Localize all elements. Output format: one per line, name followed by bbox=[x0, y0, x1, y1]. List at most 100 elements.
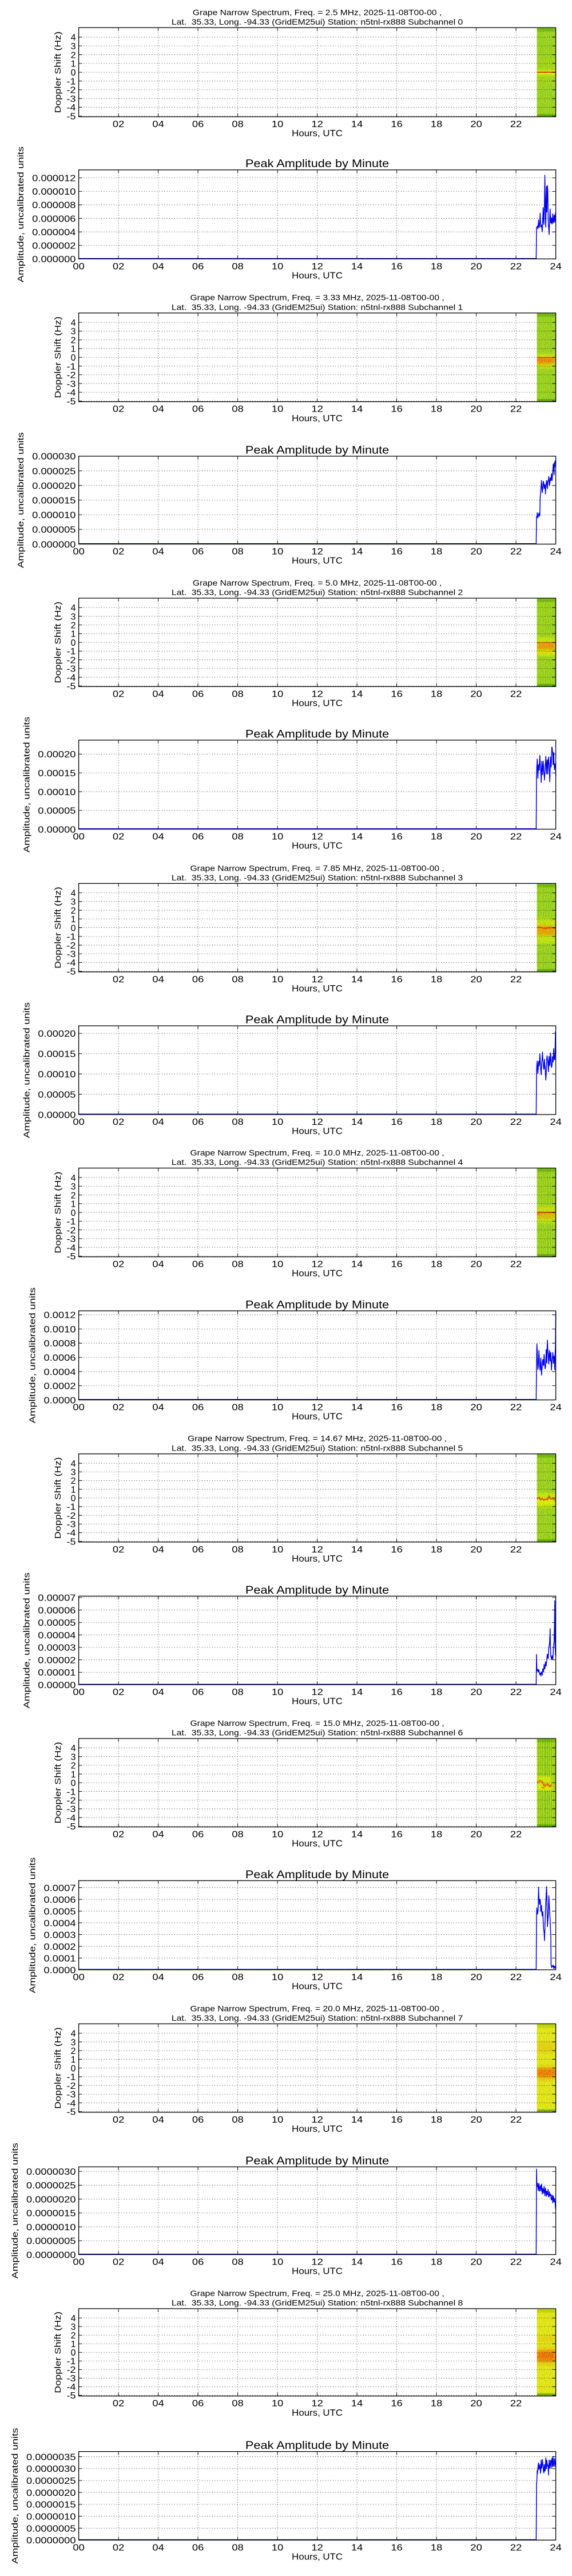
svg-text:0.00020: 0.00020 bbox=[38, 750, 76, 760]
svg-text:22: 22 bbox=[510, 1260, 522, 1270]
svg-text:0: 0 bbox=[71, 923, 76, 933]
svg-text:18: 18 bbox=[431, 1973, 443, 1982]
svg-text:0.00003: 0.00003 bbox=[38, 1643, 76, 1653]
svg-text:Amplitude, uncalibrated units: Amplitude, uncalibrated units bbox=[22, 1002, 31, 1138]
svg-text:16: 16 bbox=[391, 975, 403, 985]
svg-text:Lat. 35.33, Long. -94.33 (Gri: Lat. 35.33, Long. -94.33 (GridEM25ui) St… bbox=[172, 588, 463, 597]
svg-text:14: 14 bbox=[351, 405, 363, 414]
svg-text:06: 06 bbox=[192, 1973, 204, 1982]
svg-text:0.000010: 0.000010 bbox=[32, 511, 76, 520]
svg-text:08: 08 bbox=[232, 2543, 244, 2553]
svg-text:08: 08 bbox=[232, 262, 244, 271]
svg-text:10: 10 bbox=[272, 2115, 284, 2125]
svg-text:Amplitude, uncalibrated units: Amplitude, uncalibrated units bbox=[22, 1573, 31, 1708]
svg-text:08: 08 bbox=[232, 1688, 244, 1697]
svg-text:0: 0 bbox=[71, 1779, 76, 1788]
svg-text:0.000030: 0.000030 bbox=[32, 452, 76, 462]
svg-text:08: 08 bbox=[232, 1403, 244, 1413]
svg-text:12: 12 bbox=[311, 547, 323, 557]
svg-text:04: 04 bbox=[152, 1830, 164, 1840]
svg-text:Hours, UTC: Hours, UTC bbox=[292, 2408, 343, 2418]
svg-text:Hours, UTC: Hours, UTC bbox=[292, 271, 343, 280]
svg-text:18: 18 bbox=[431, 832, 443, 842]
svg-text:-1: -1 bbox=[67, 2357, 76, 2366]
svg-text:14: 14 bbox=[351, 832, 363, 842]
svg-text:06: 06 bbox=[192, 120, 204, 129]
svg-text:16: 16 bbox=[391, 405, 403, 414]
svg-text:18: 18 bbox=[431, 689, 443, 699]
svg-text:0.00015: 0.00015 bbox=[38, 1050, 76, 1060]
svg-text:0: 0 bbox=[71, 2064, 76, 2074]
svg-text:22: 22 bbox=[510, 547, 522, 557]
svg-text:1: 1 bbox=[71, 1485, 76, 1495]
svg-text:08: 08 bbox=[232, 547, 244, 557]
svg-text:12: 12 bbox=[311, 1545, 323, 1555]
svg-text:-3: -3 bbox=[67, 380, 76, 389]
svg-text:14: 14 bbox=[351, 2115, 363, 2125]
svg-text:06: 06 bbox=[192, 2258, 204, 2267]
svg-text:04: 04 bbox=[152, 2258, 164, 2267]
svg-text:4: 4 bbox=[71, 603, 76, 613]
svg-text:Grape Narrow Spectrum, Freq. =: Grape Narrow Spectrum, Freq. = 7.85 MHz,… bbox=[190, 863, 444, 872]
svg-text:0.0007: 0.0007 bbox=[44, 1883, 76, 1893]
svg-text:-3: -3 bbox=[67, 2090, 76, 2100]
svg-text:12: 12 bbox=[311, 1403, 323, 1413]
svg-text:18: 18 bbox=[431, 120, 443, 129]
svg-text:-5: -5 bbox=[67, 1537, 76, 1547]
svg-text:16: 16 bbox=[391, 689, 403, 699]
svg-text:06: 06 bbox=[192, 1403, 204, 1413]
svg-text:1: 1 bbox=[71, 915, 76, 924]
svg-text:Lat. 35.33, Long. -94.33 (Gri: Lat. 35.33, Long. -94.33 (GridEM25ui) St… bbox=[172, 17, 463, 26]
svg-text:14: 14 bbox=[351, 2399, 363, 2409]
svg-text:10: 10 bbox=[272, 1117, 284, 1127]
svg-text:-5: -5 bbox=[67, 2108, 76, 2117]
svg-text:-4: -4 bbox=[67, 2383, 76, 2392]
svg-text:08: 08 bbox=[232, 975, 244, 985]
svg-text:4: 4 bbox=[71, 889, 76, 899]
svg-text:08: 08 bbox=[232, 1260, 244, 1270]
svg-text:Doppler Shift (Hz): Doppler Shift (Hz) bbox=[53, 602, 63, 683]
svg-text:14: 14 bbox=[351, 975, 363, 985]
svg-text:08: 08 bbox=[232, 1973, 244, 1982]
svg-text:-2: -2 bbox=[67, 86, 76, 96]
svg-text:08: 08 bbox=[232, 2399, 244, 2409]
svg-text:22: 22 bbox=[510, 975, 522, 985]
svg-text:12: 12 bbox=[311, 2399, 323, 2409]
svg-text:-2: -2 bbox=[67, 1796, 76, 1806]
svg-text:22: 22 bbox=[510, 1830, 522, 1840]
svg-text:24: 24 bbox=[550, 2543, 562, 2553]
svg-text:22: 22 bbox=[510, 1688, 522, 1697]
svg-text:-3: -3 bbox=[67, 665, 76, 674]
svg-text:Doppler Shift (Hz): Doppler Shift (Hz) bbox=[53, 1742, 63, 1824]
svg-text:12: 12 bbox=[311, 2258, 323, 2267]
svg-text:10: 10 bbox=[272, 1545, 284, 1555]
svg-text:10: 10 bbox=[272, 2399, 284, 2409]
svg-text:08: 08 bbox=[232, 1545, 244, 1555]
svg-text:0.0008: 0.0008 bbox=[44, 1339, 76, 1349]
svg-text:-4: -4 bbox=[67, 673, 76, 683]
svg-text:22: 22 bbox=[510, 689, 522, 699]
svg-text:1: 1 bbox=[71, 2055, 76, 2065]
svg-text:-4: -4 bbox=[67, 1528, 76, 1538]
svg-text:04: 04 bbox=[152, 2543, 164, 2553]
svg-text:18: 18 bbox=[431, 1403, 443, 1413]
svg-text:22: 22 bbox=[510, 2258, 522, 2267]
svg-text:1: 1 bbox=[71, 2340, 76, 2349]
svg-text:02: 02 bbox=[113, 262, 125, 271]
svg-text:Doppler Shift (Hz): Doppler Shift (Hz) bbox=[53, 1172, 63, 1254]
svg-text:22: 22 bbox=[510, 1117, 522, 1127]
svg-text:16: 16 bbox=[391, 1403, 403, 1413]
svg-text:24: 24 bbox=[550, 1688, 562, 1697]
svg-text:04: 04 bbox=[152, 689, 164, 699]
svg-text:Amplitude, uncalibrated units: Amplitude, uncalibrated units bbox=[22, 717, 31, 852]
svg-text:18: 18 bbox=[431, 2258, 443, 2267]
svg-text:Doppler Shift (Hz): Doppler Shift (Hz) bbox=[53, 1457, 63, 1539]
svg-text:0.0002: 0.0002 bbox=[44, 1382, 76, 1392]
svg-text:00: 00 bbox=[73, 547, 85, 557]
svg-text:Doppler Shift (Hz): Doppler Shift (Hz) bbox=[53, 2027, 63, 2109]
svg-text:0.0012: 0.0012 bbox=[44, 1311, 76, 1321]
svg-text:24: 24 bbox=[550, 262, 562, 271]
svg-text:04: 04 bbox=[152, 2399, 164, 2409]
svg-text:1: 1 bbox=[71, 1200, 76, 1210]
svg-text:-4: -4 bbox=[67, 1243, 76, 1253]
